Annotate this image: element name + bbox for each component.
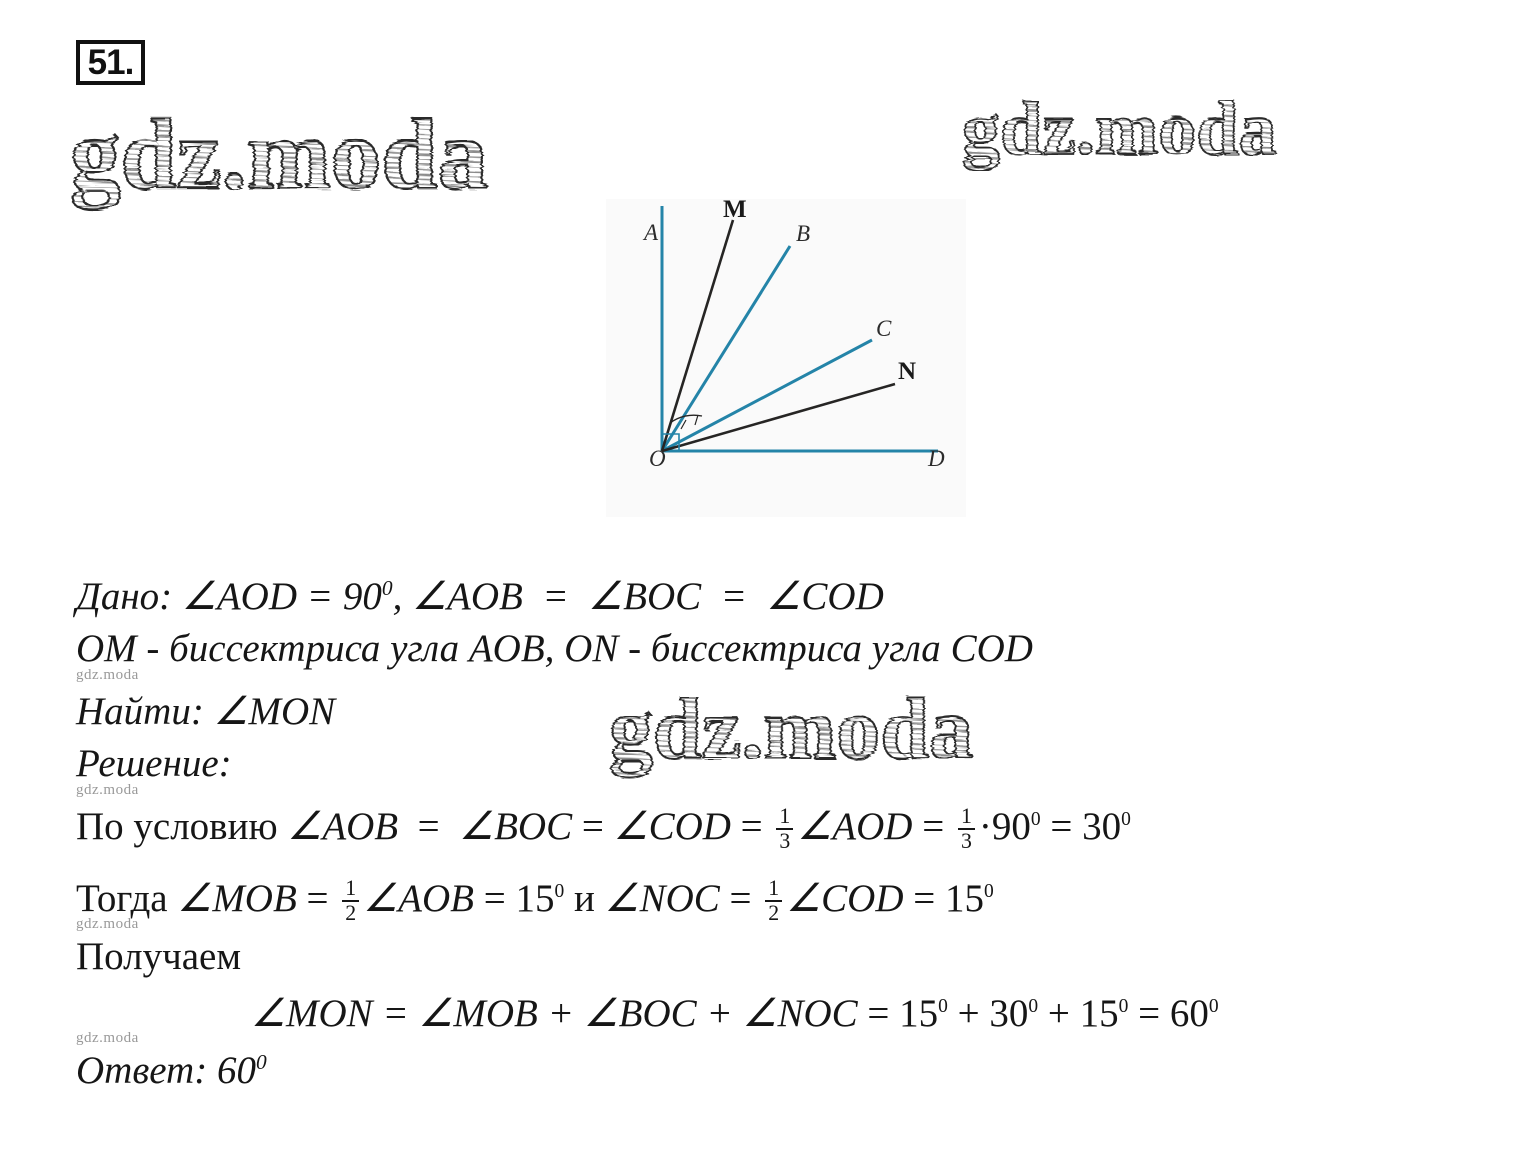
svg-text:O: O <box>649 446 666 471</box>
svg-text:N: N <box>898 358 916 385</box>
svg-text:D: D <box>927 446 945 471</box>
svg-text:C: C <box>876 316 892 341</box>
svg-text:A: A <box>642 220 659 245</box>
svg-text:B: B <box>796 221 810 246</box>
svg-text:gdz.moda: gdz.moda <box>70 98 488 210</box>
svg-text:gdz.moda: gdz.moda <box>609 681 973 778</box>
svg-text:M: M <box>723 198 747 223</box>
svg-text:gdz.moda: gdz.moda <box>962 87 1277 171</box>
